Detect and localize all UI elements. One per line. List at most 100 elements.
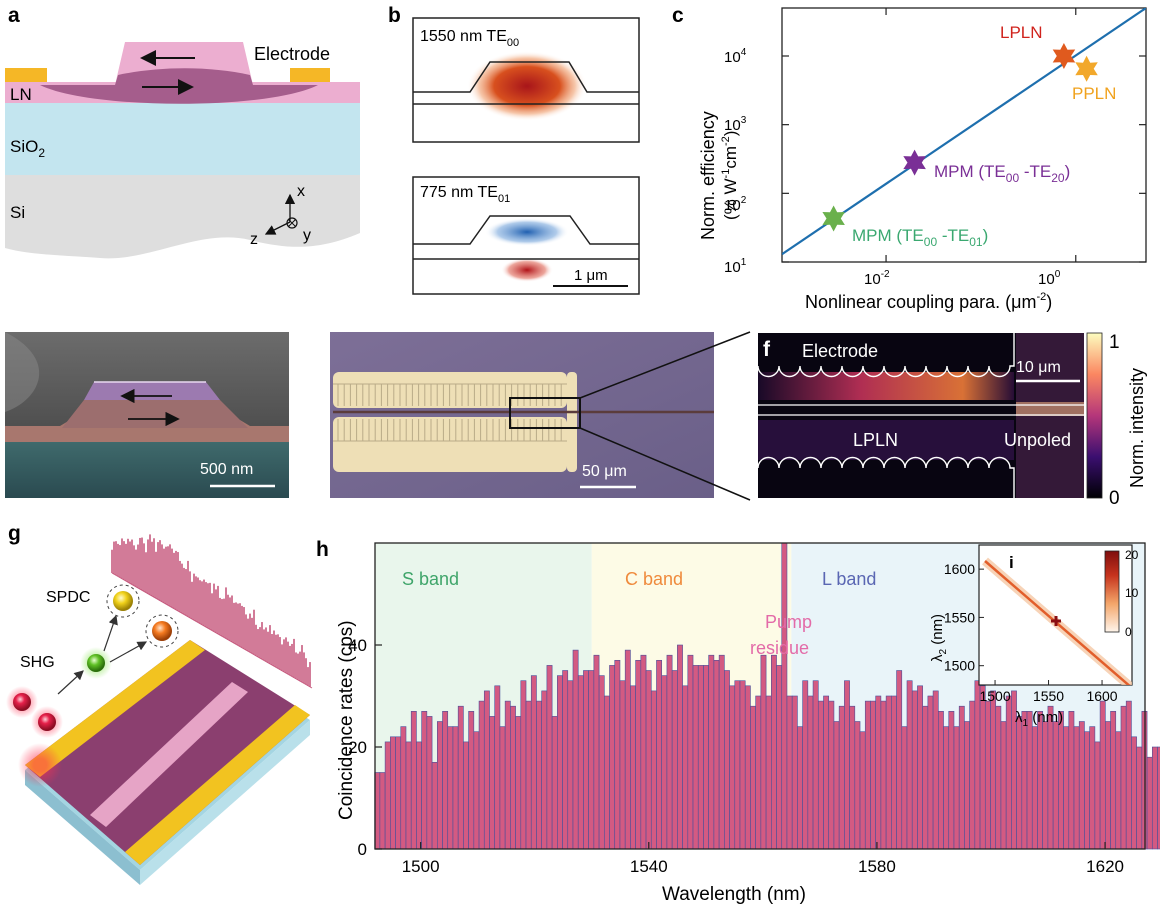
panel-c-chart: 101 102 103 104 10-2 100 Nonlinear coupl… xyxy=(698,7,1147,312)
h-bar xyxy=(791,695,798,850)
spdc-label: SPDC xyxy=(46,589,90,606)
pump-residue-label-2: residue xyxy=(750,638,809,658)
l-band-label: L band xyxy=(822,569,876,589)
h-bar xyxy=(812,680,819,850)
h-bar xyxy=(765,695,772,850)
h-bar xyxy=(943,726,950,850)
h-bar xyxy=(880,700,887,850)
panel-label-a: a xyxy=(8,4,20,27)
c-markers xyxy=(822,43,1098,232)
h-bar xyxy=(1084,731,1090,850)
h-bar xyxy=(739,680,746,850)
axis-x-label: x xyxy=(297,183,305,200)
panel-label-f: f xyxy=(763,338,771,361)
h-bar xyxy=(478,700,485,850)
h-bar xyxy=(400,726,407,850)
i-ytick-label-1: 1550 xyxy=(944,609,975,625)
c-y-axis-label-line2: (% W-1cm-2) xyxy=(720,131,740,220)
d-scale-bar-label: 500 nm xyxy=(200,461,253,478)
h-bar xyxy=(416,741,422,850)
c-xtick-1: 10-2 xyxy=(864,269,890,288)
h-bar xyxy=(1110,710,1117,850)
h-bar xyxy=(603,695,610,850)
i-ytick-label-0: 1500 xyxy=(944,658,975,674)
h-bar xyxy=(911,690,918,850)
chip-electrode-left xyxy=(25,640,205,777)
h-bar xyxy=(551,716,558,850)
h-bar xyxy=(499,726,506,850)
sem-ridge-upper xyxy=(84,382,220,400)
h-bar xyxy=(734,680,741,850)
panel-f-emission-map: Electrode LPLN Unpoled 10 μm f 1 0 Norm.… xyxy=(757,332,1147,509)
f-colorbar xyxy=(1086,332,1103,499)
h-bar xyxy=(864,700,871,850)
h-bar xyxy=(901,726,908,850)
electrode-fingers xyxy=(333,383,567,442)
h-bar xyxy=(1099,700,1106,850)
h-bar xyxy=(1042,721,1049,850)
panel-i-inset: 1500 1550 1600 1500 1550 1600 0 10 20 λ1 (nm)… xyxy=(929,544,1139,729)
i-cbar-20: 20 xyxy=(1125,548,1139,562)
h-bar xyxy=(677,644,683,850)
h-bar xyxy=(447,726,454,850)
h-bar xyxy=(436,721,443,850)
h-bar xyxy=(1000,721,1007,850)
h-bar xyxy=(645,670,652,850)
h-bar xyxy=(1005,695,1012,850)
h-bar xyxy=(995,705,1002,850)
h-bar xyxy=(1068,710,1075,850)
i-xtick-label-2: 1600 xyxy=(1086,688,1117,704)
te01-lobe-top xyxy=(485,218,569,246)
h-bar xyxy=(833,721,840,850)
h-bar xyxy=(588,670,595,850)
i-xtick-label-1: 1550 xyxy=(1033,688,1064,704)
h-bar xyxy=(452,726,459,850)
electrode-lower xyxy=(333,417,567,472)
h-bar xyxy=(817,700,824,850)
h-bar xyxy=(938,710,944,850)
h-bar xyxy=(1078,721,1085,850)
h-bar xyxy=(671,670,678,850)
h-bar xyxy=(473,731,480,850)
h-bar xyxy=(891,695,897,850)
h-bar xyxy=(828,700,835,850)
h-bar xyxy=(917,685,923,850)
h-bar xyxy=(640,654,647,850)
panel-a-cross-section: Electrode LN SiO2 Si x z y xyxy=(5,42,360,259)
panel-label-b: b xyxy=(388,4,401,27)
f-colorbar-label: Norm. intensity xyxy=(1127,368,1147,488)
i-colorbar xyxy=(1104,550,1120,633)
c-band-label: C band xyxy=(625,569,683,589)
panel-label-c: c xyxy=(672,4,684,27)
h-bar xyxy=(504,700,511,850)
h-bar xyxy=(468,710,475,850)
h-xtick-label-3: 1620 xyxy=(1086,857,1124,876)
panel-label-g: g xyxy=(8,522,21,545)
h-bar xyxy=(807,695,814,850)
axis-z-label: z xyxy=(250,231,258,248)
c-xtick-2: 100 xyxy=(1038,269,1061,288)
h-bar xyxy=(624,649,631,850)
zoom-box xyxy=(509,397,581,429)
photon-yellow xyxy=(113,591,133,611)
f-scale-bar-label: 10 μm xyxy=(1016,359,1061,376)
h-bar xyxy=(1047,705,1054,850)
h-bar xyxy=(744,685,751,850)
h-bar xyxy=(932,690,939,850)
h-ytick-label-1: 20 xyxy=(348,738,367,757)
h-bar xyxy=(457,705,464,850)
h-bar xyxy=(760,654,767,850)
waveguide-outline-bottom xyxy=(413,215,639,245)
h-bar xyxy=(619,680,626,850)
chip-electrode-right xyxy=(125,705,310,865)
h-bar xyxy=(598,675,605,850)
h-bar xyxy=(844,680,850,850)
h-bar xyxy=(1131,736,1137,850)
h-bar xyxy=(927,695,934,850)
h-bar xyxy=(870,700,876,850)
h-bar xyxy=(510,705,516,850)
h-bar xyxy=(1058,710,1064,850)
h-bar xyxy=(1052,721,1059,850)
axis-y-label: y xyxy=(303,227,311,244)
